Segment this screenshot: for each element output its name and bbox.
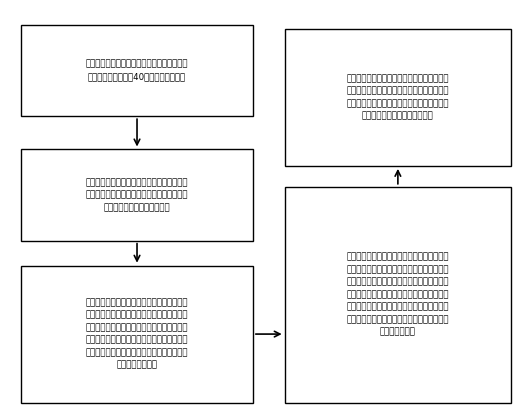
FancyBboxPatch shape [285,29,511,166]
Text: 驱动机械臂绕工具坐标系任意两个轴旋转一定
角度，重建初始标靶坐标系并得到其和相机坐
标系的变态转换矩阵，将两次采集到的特征角
点分别投影到第二标靶坐标系，根据两: 驱动机械臂绕工具坐标系任意两个轴旋转一定 角度，重建初始标靶坐标系并得到其和相机… [347,253,449,337]
FancyBboxPatch shape [285,187,511,403]
FancyBboxPatch shape [21,149,253,241]
Text: 将辅助标定装置安装在机械臂末端，在所有标
定块的所有面上放置40个各不相同的标靶: 将辅助标定装置安装在机械臂末端，在所有标 定块的所有面上放置40个各不相同的标靶 [86,60,188,81]
Text: 获取至少三个标靶上的中心点的位置信息，建
立初始标靶坐标系，得到初始标靶坐标系和相
机坐标系之间的变态转换矩阵: 获取至少三个标靶上的中心点的位置信息，建 立初始标靶坐标系，得到初始标靶坐标系和… [86,178,188,212]
FancyBboxPatch shape [21,266,253,403]
FancyBboxPatch shape [21,25,253,116]
Text: 根据法兰盘厚度尺寸信息，得到法兰盘盘心坐
标系和机械臂末端坐标系之间的转换矩阵，进
一步的，求出机械臂末端坐标系和相机坐标系
之间的转换矩阵，完成标定过程: 根据法兰盘厚度尺寸信息，得到法兰盘盘心坐 标系和机械臂末端坐标系之间的转换矩阵，… [347,74,449,121]
Text: 驱动机械臂往工具坐标系任意两个轴方向运动
一定距离，投影到相机坐标系下求解出方向向
量，利用向量外积求解出第三轴的方向向量，
将此坐标系原点建立在空间中任意一点: 驱动机械臂往工具坐标系任意两个轴方向运动 一定距离，投影到相机坐标系下求解出方向… [86,298,188,370]
